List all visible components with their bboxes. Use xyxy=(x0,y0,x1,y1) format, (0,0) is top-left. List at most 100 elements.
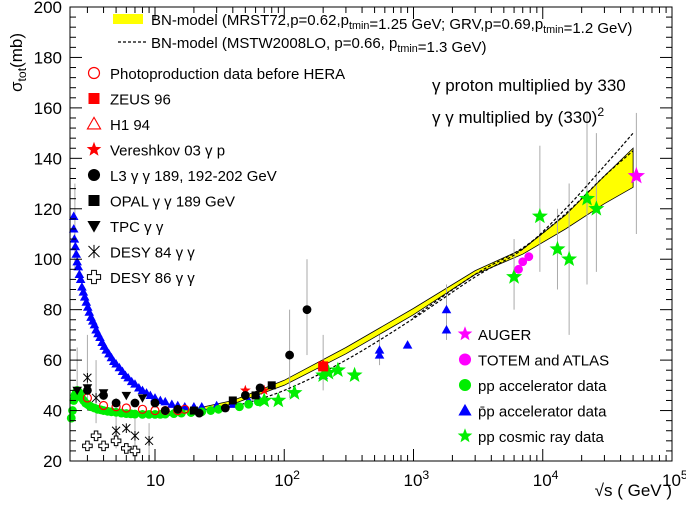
totem-point xyxy=(518,257,528,267)
vereshkov-point xyxy=(258,384,270,395)
legend-entry: AUGER xyxy=(457,326,532,344)
legend-entry-label: DESY 86 γ γ xyxy=(110,270,195,287)
l3-point xyxy=(111,398,121,408)
text-run: BN-model (MSTW2008LO, p=0.66, p xyxy=(151,35,397,52)
square-legend-marker xyxy=(88,93,100,104)
ppbar-point xyxy=(68,224,79,233)
zeus-point xyxy=(318,361,329,372)
ppbar-point xyxy=(89,320,100,329)
legend-entry: p̄p accelerator data xyxy=(458,404,607,421)
ppbar-point xyxy=(130,379,140,388)
ppbar-point xyxy=(79,292,90,301)
auger-series xyxy=(627,166,645,184)
h1-point xyxy=(317,359,329,370)
pp_acc-point xyxy=(206,406,216,415)
y-tick-label: 140 xyxy=(34,149,62,168)
desy86-series xyxy=(82,430,141,457)
opal-point xyxy=(189,406,198,415)
y-tick-label: 160 xyxy=(34,99,62,118)
text-run: γ γ multiplied by (330) xyxy=(432,108,597,127)
plot-area xyxy=(66,112,645,461)
subscript: tmin xyxy=(543,24,563,36)
legend-entry-label: pp cosmic ray data xyxy=(478,429,605,446)
superscript: 4 xyxy=(552,468,559,482)
ppbar-point xyxy=(68,211,79,220)
desy86-point xyxy=(110,435,122,447)
ppbar-point xyxy=(69,234,80,243)
ppbar-point xyxy=(77,282,87,291)
xcross-legend-marker xyxy=(88,244,100,259)
legend-entry-label: L3 γ γ 189, 192-202 GeV xyxy=(110,168,277,185)
star-legend-marker xyxy=(86,141,102,156)
legend-entry-label: TOTEM and ATLAS xyxy=(478,353,609,370)
desy86-point xyxy=(129,445,141,457)
legend-entry-label: p̄p accelerator data xyxy=(478,404,607,421)
triangle-down-legend-marker xyxy=(87,221,101,233)
pp_cosmic-point xyxy=(561,250,578,266)
totem-point xyxy=(514,264,523,274)
circle-legend-marker xyxy=(458,353,472,366)
ppbar-point xyxy=(82,302,93,311)
ppbar-point xyxy=(179,401,190,411)
ppbar-point xyxy=(73,261,84,271)
opal-point xyxy=(228,396,237,405)
pp_cosmic-point xyxy=(579,190,595,206)
legend-dashed-label: BN-model (MSTW2008LO, p=0.66, ptmin=1.3 … xyxy=(151,35,487,56)
text-run: =1.3 GeV) xyxy=(418,39,487,56)
legend-entry-label: OPAL γ γ 189 GeV xyxy=(110,194,235,211)
l3-point xyxy=(130,398,140,408)
x-tick-label: 10 xyxy=(146,471,165,490)
totem-point xyxy=(524,252,534,262)
superscript: 5 xyxy=(681,468,686,482)
subscript: tot xyxy=(15,67,29,81)
y-axis-label: σtot(mb) xyxy=(7,33,29,92)
y-tick-label: 120 xyxy=(34,200,62,219)
ppbar-point xyxy=(145,390,156,400)
legend-entry-label: ZEUS 96 xyxy=(110,92,171,109)
ppbar-point xyxy=(74,269,85,278)
photo_pre-point xyxy=(98,400,109,411)
tpc-point xyxy=(98,389,109,398)
text-run: 10 xyxy=(146,471,165,490)
ppbar-point xyxy=(70,241,81,251)
l3-point xyxy=(302,305,312,315)
desy84-point xyxy=(111,425,121,436)
auger-point xyxy=(627,166,645,184)
circle-legend-marker xyxy=(458,378,472,392)
legend-entry-label: Vereshkov 03 γ p xyxy=(110,143,225,160)
ppbar-point xyxy=(167,399,177,408)
opal-series xyxy=(189,381,276,415)
tpc-point xyxy=(121,391,132,401)
circle-legend-marker xyxy=(87,168,101,182)
legend-entry-label: DESY 84 γ γ xyxy=(110,245,195,262)
pp_acc-point xyxy=(235,402,244,412)
pp_acc-point xyxy=(214,404,223,414)
x-tick-label: 104 xyxy=(533,468,559,490)
tpc-point xyxy=(72,386,82,396)
annotation-gamma-proton: γ proton multiplied by 330 xyxy=(432,76,626,95)
subscript: tmin xyxy=(397,43,417,55)
text-run: 10 xyxy=(274,471,293,490)
opal-point xyxy=(251,391,260,400)
x-tick-label: 103 xyxy=(403,468,429,490)
x-axis-label: √s ( GeV ) xyxy=(595,481,672,500)
x-tick-label: 105 xyxy=(662,468,686,490)
square-legend-marker xyxy=(88,195,100,206)
pp_cosmic-point xyxy=(315,366,332,382)
opal-point xyxy=(267,381,276,390)
tpc-point xyxy=(137,394,148,403)
ppbar-point xyxy=(441,304,452,314)
legend-entry: pp cosmic ray data xyxy=(457,428,605,446)
desy84-point xyxy=(144,436,154,446)
desy86-point xyxy=(121,443,132,454)
superscript: 2 xyxy=(293,468,300,482)
vereshkov-point xyxy=(240,384,251,395)
h1-series xyxy=(317,359,329,370)
l3-point xyxy=(150,398,160,408)
desy86-point xyxy=(82,440,93,452)
text-run: =1.2 GeV) xyxy=(564,20,633,37)
x-tick-label: 102 xyxy=(274,468,300,490)
desy84-point xyxy=(121,423,131,434)
